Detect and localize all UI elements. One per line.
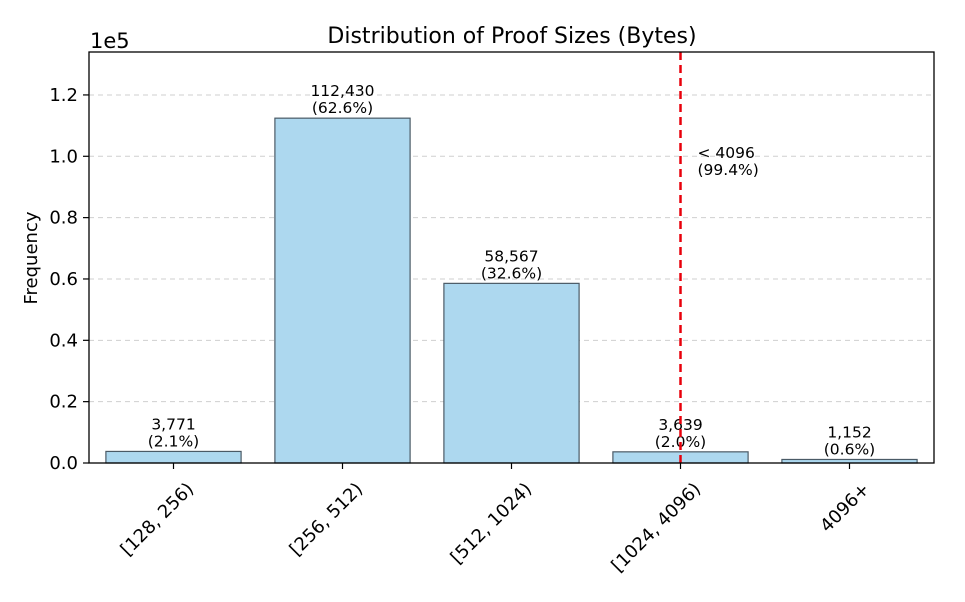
bar-percent-label: (2.1%) [148, 432, 199, 450]
bar-value-label: 1,152 [827, 423, 871, 441]
bar [105, 450, 242, 464]
grid-lines [89, 94, 934, 403]
y-tick-label: 1.0 [49, 146, 78, 167]
y-axis-ticks: 0.0 0.2 0.4 0.6 0.8 1.0 1.2 [49, 85, 89, 474]
bar-value-label: 112,430 [310, 82, 374, 100]
threshold-label: < 4096 [698, 144, 755, 162]
bar [274, 117, 411, 464]
bars: 3,771(2.1%) 112,430(62.6%) 58,567(32.6%) 3,… [105, 82, 918, 464]
threshold-marker: < 4096 (99.4%) [679, 52, 759, 463]
y-axis-label: Frequency [21, 211, 42, 304]
y-axis-multiplier: 1e5 [90, 29, 130, 53]
x-tick-label: [512, 1024) [447, 479, 537, 569]
bar-percent-label: (62.6%) [312, 99, 373, 117]
x-tick-label: [1024, 4096) [607, 479, 705, 577]
y-tick-label: 0.8 [49, 208, 78, 229]
bar-value-label: 58,567 [484, 247, 538, 265]
threshold-percent-label: (99.4%) [698, 161, 759, 179]
bar-percent-label: (2.0%) [655, 433, 706, 451]
bar-value-label: 3,639 [658, 416, 702, 434]
x-tick-label: [128, 256) [117, 479, 198, 560]
bar-value-label: 3,771 [151, 415, 195, 433]
y-tick-label: 0.2 [49, 392, 78, 413]
y-tick-label: 0.4 [49, 330, 78, 351]
y-tick-label: 0.0 [49, 453, 78, 474]
y-tick-label: 0.6 [49, 269, 78, 290]
x-tick-label: 4096+ [816, 479, 874, 537]
bar-percent-label: (0.6%) [824, 440, 875, 458]
y-tick-label: 1.2 [49, 85, 78, 106]
bar [443, 282, 580, 464]
chart-title: Distribution of Proof Sizes (Bytes) [327, 24, 696, 49]
x-axis-ticks: [128, 256) [256, 512) [512, 1024) [1024, 40… [117, 463, 874, 576]
bar-percent-label: (32.6%) [481, 264, 542, 282]
x-tick-label: [256, 512) [286, 479, 367, 560]
